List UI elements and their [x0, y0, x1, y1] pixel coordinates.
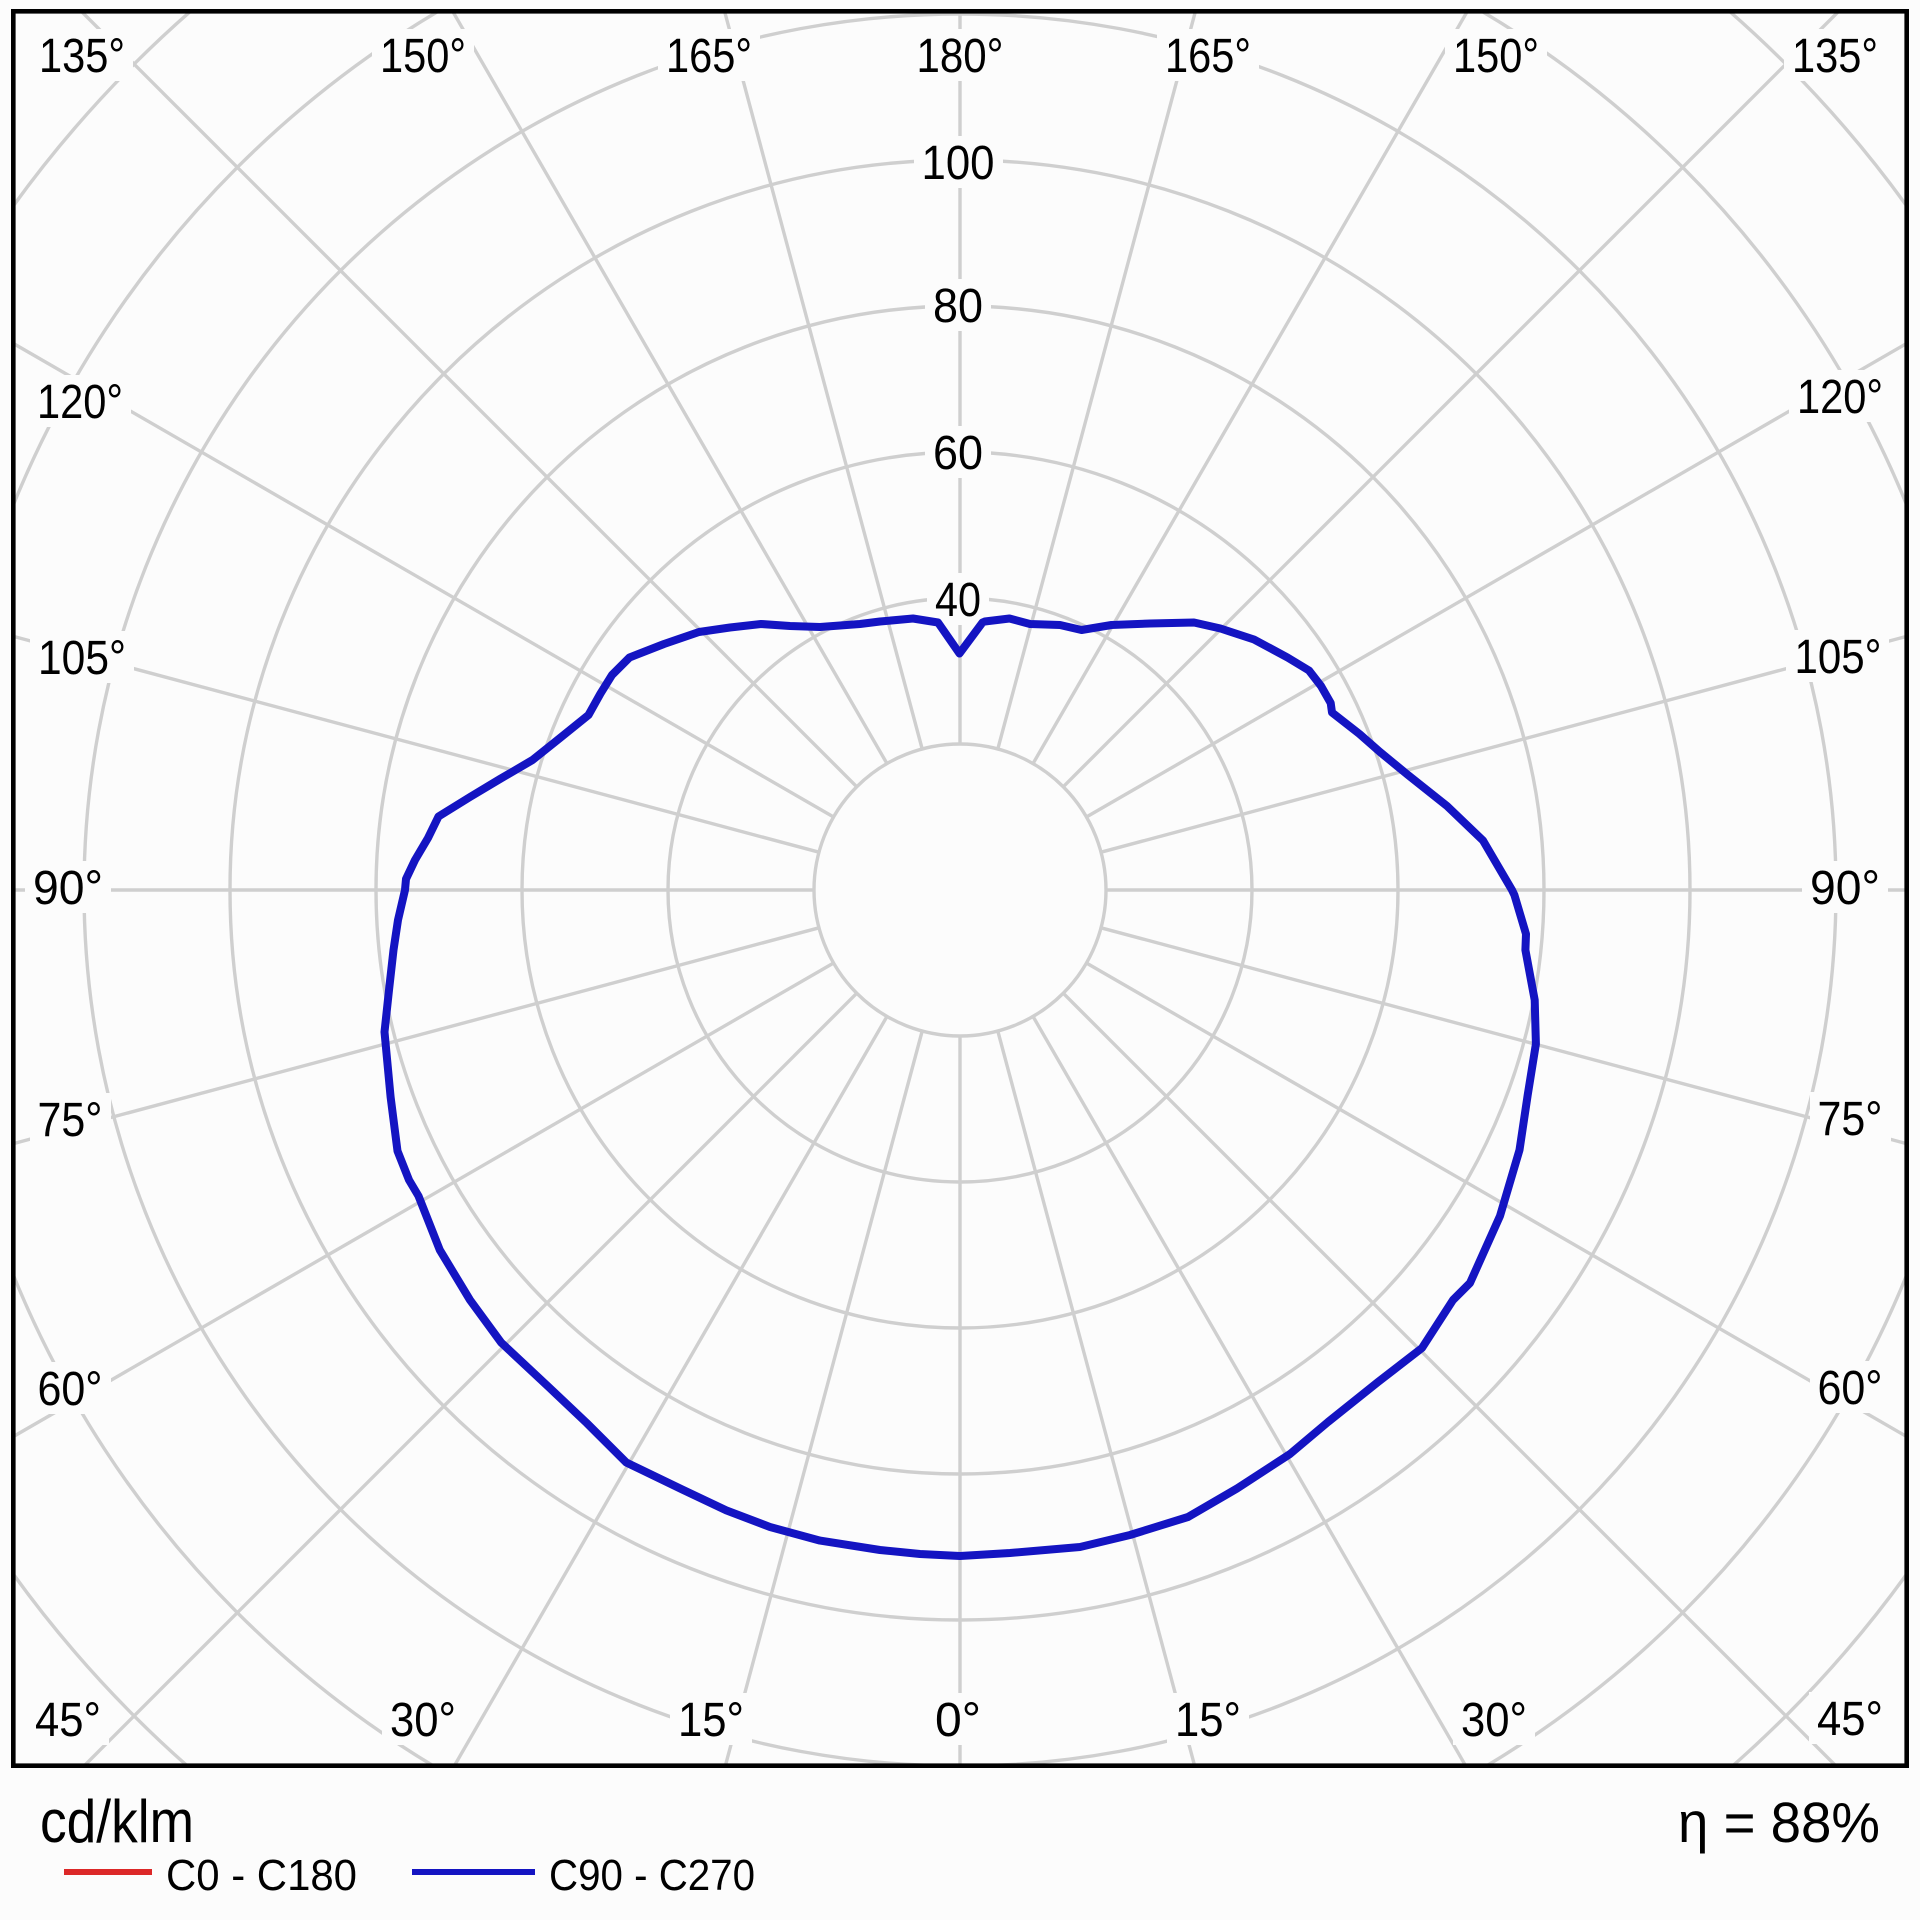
svg-text:60°: 60° — [38, 1363, 103, 1416]
svg-text:C90 - C270: C90 - C270 — [549, 1851, 755, 1900]
svg-text:75°: 75° — [38, 1094, 103, 1147]
svg-text:90°: 90° — [1810, 862, 1880, 915]
svg-text:120°: 120° — [1797, 371, 1883, 424]
svg-text:135°: 135° — [39, 30, 125, 83]
svg-text:105°: 105° — [1795, 631, 1882, 684]
svg-text:45°: 45° — [35, 1694, 101, 1747]
svg-text:45°: 45° — [1817, 1693, 1883, 1746]
svg-text:0°: 0° — [935, 1694, 981, 1747]
svg-text:165°: 165° — [1165, 30, 1251, 83]
svg-text:cd/klm: cd/klm — [40, 1788, 194, 1855]
svg-text:30°: 30° — [390, 1694, 456, 1747]
svg-text:135°: 135° — [1792, 30, 1878, 83]
svg-text:η = 88%: η = 88% — [1678, 1791, 1880, 1855]
svg-text:15°: 15° — [678, 1694, 744, 1747]
svg-text:60: 60 — [933, 427, 983, 480]
svg-text:30°: 30° — [1461, 1694, 1527, 1747]
svg-text:C0 - C180: C0 - C180 — [166, 1851, 357, 1900]
svg-text:180°: 180° — [917, 30, 1004, 83]
svg-text:80: 80 — [933, 280, 983, 333]
svg-text:120°: 120° — [37, 376, 123, 429]
svg-text:15°: 15° — [1175, 1694, 1241, 1747]
svg-text:40: 40 — [935, 574, 981, 627]
svg-text:165°: 165° — [666, 30, 752, 83]
svg-text:150°: 150° — [380, 30, 466, 83]
svg-text:100: 100 — [922, 137, 995, 190]
svg-text:150°: 150° — [1453, 30, 1539, 83]
svg-text:90°: 90° — [33, 862, 103, 915]
svg-text:75°: 75° — [1818, 1093, 1883, 1146]
svg-text:105°: 105° — [38, 632, 126, 685]
svg-text:60°: 60° — [1818, 1362, 1883, 1415]
